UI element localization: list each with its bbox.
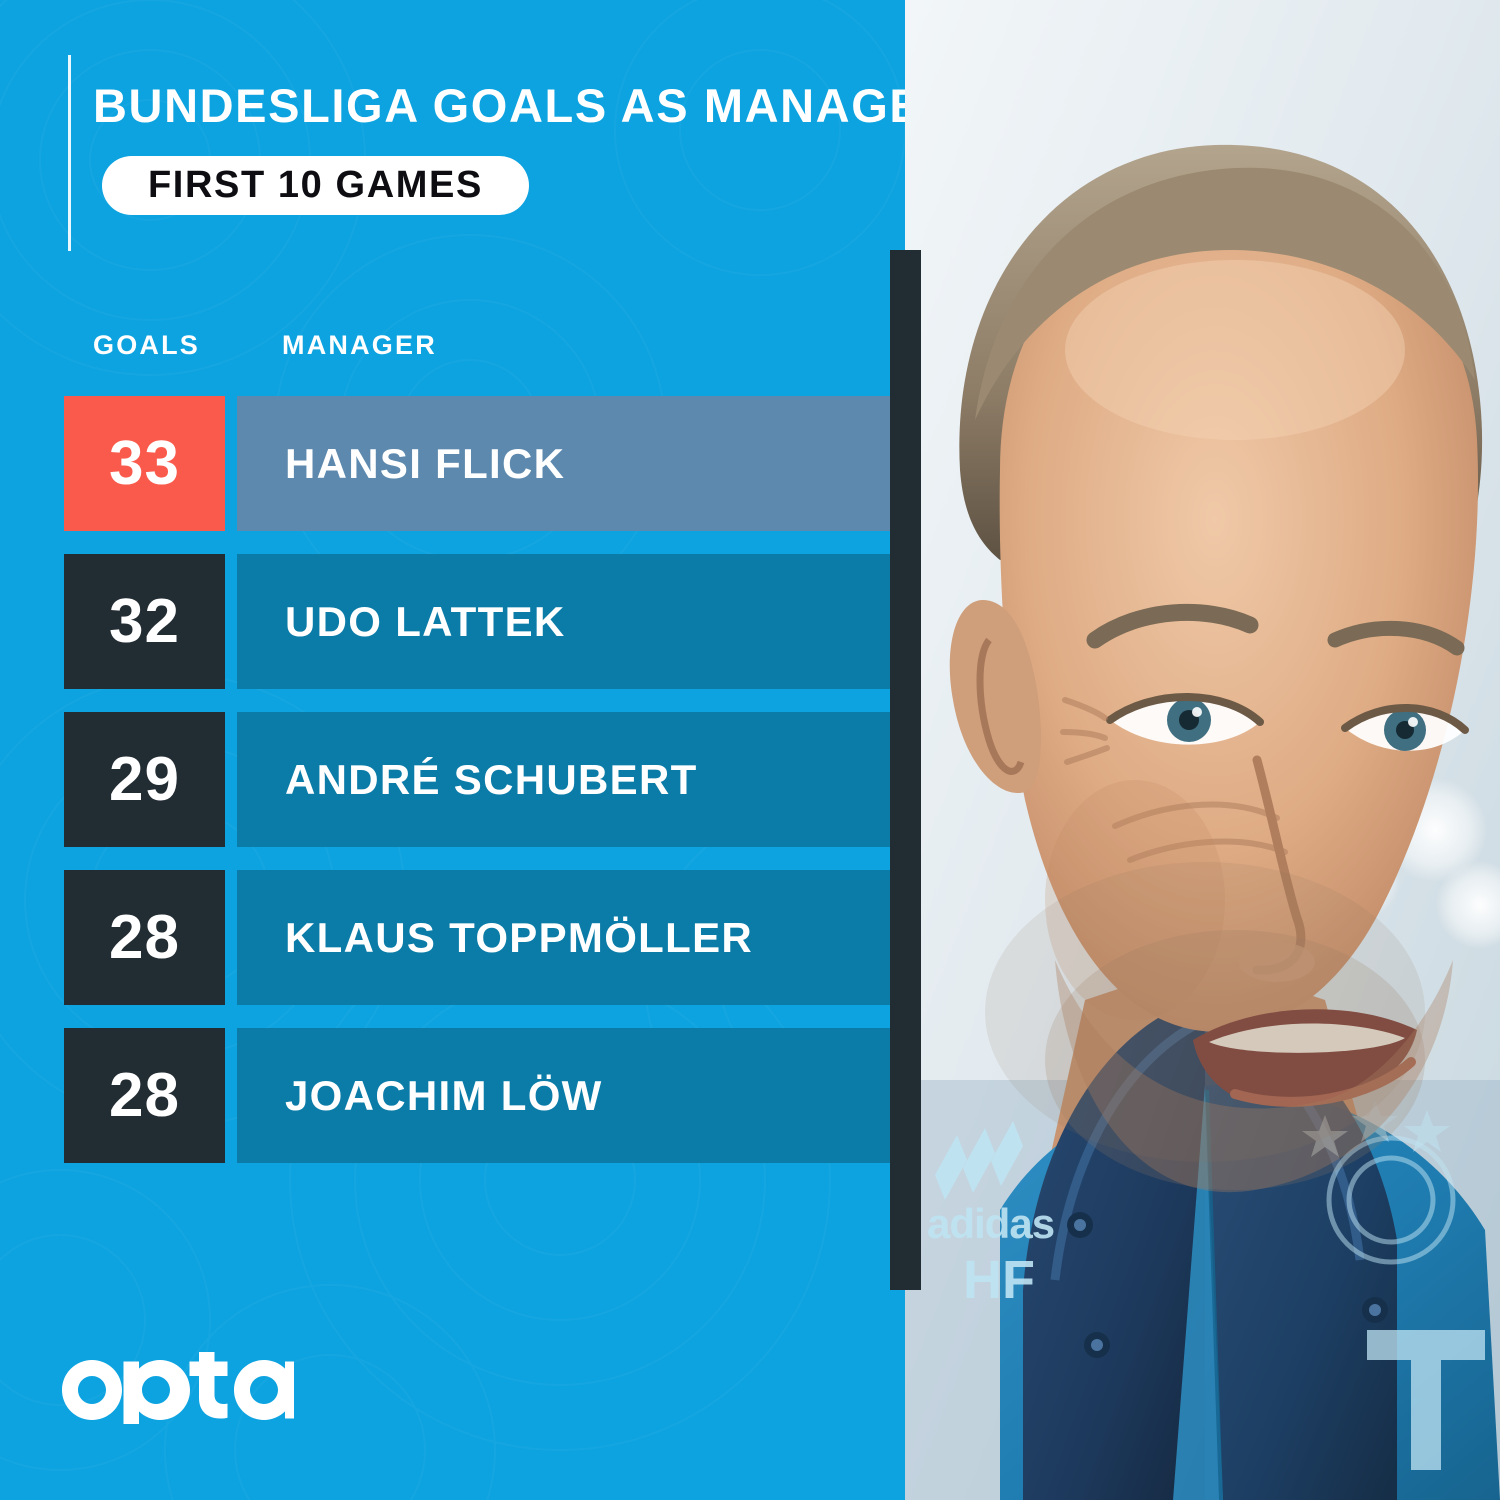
stats-panel: BUNDESLIGA GOALS AS MANAGER FIRST 10 GAM… <box>0 55 905 1424</box>
table-row: 29 ANDRÉ SCHUBERT <box>0 712 905 860</box>
rankings-table: 33 HANSI FLICK 32 UDO LATTEK 29 ANDRÉ SCHUBER… <box>0 396 905 1186</box>
manager-cell: UDO LATTEK <box>237 554 890 689</box>
goals-cell: 29 <box>64 712 225 847</box>
goals-cell: 32 <box>64 554 225 689</box>
manager-name: UDO LATTEK <box>285 597 566 645</box>
column-header-manager: MANAGER <box>282 330 437 360</box>
manager-name: HANSI FLICK <box>285 439 566 487</box>
manager-cell: HANSI FLICK <box>237 396 890 531</box>
title-accent-rule <box>68 55 71 251</box>
goals-value: 32 <box>109 586 180 656</box>
goals-cell: 28 <box>64 1028 225 1163</box>
goals-value: 28 <box>109 902 180 972</box>
panel-photo-divider <box>890 250 921 1290</box>
goals-value: 33 <box>109 428 180 498</box>
svg-text:HF: HF <box>963 1250 1035 1310</box>
table-row: 32 UDO LATTEK <box>0 554 905 702</box>
column-header-goals: GOALS <box>93 330 201 360</box>
page-title: BUNDESLIGA GOALS AS MANAGER <box>93 79 905 132</box>
table-row: 28 KLAUS TOPPMÖLLER <box>0 870 905 1018</box>
goals-cell: 33 <box>64 396 225 531</box>
goals-value: 29 <box>109 744 180 814</box>
manager-name: KLAUS TOPPMÖLLER <box>285 913 754 961</box>
goals-value: 28 <box>109 1060 180 1130</box>
manager-name: ANDRÉ SCHUBERT <box>285 755 698 803</box>
subtitle-badge: FIRST 10 GAMES <box>102 156 529 215</box>
svg-text:adidas: adidas <box>927 1200 1054 1247</box>
goals-cell: 28 <box>64 870 225 1005</box>
opta-logo <box>62 1352 294 1424</box>
subject-photo: adidas HF <box>905 0 1500 1500</box>
subtitle-badge-label: FIRST 10 GAMES <box>148 164 483 206</box>
manager-cell: JOACHIM LÖW <box>237 1028 890 1163</box>
table-row: 28 JOACHIM LÖW <box>0 1028 905 1176</box>
manager-cell: ANDRÉ SCHUBERT <box>237 712 890 847</box>
manager-name: JOACHIM LÖW <box>285 1071 603 1119</box>
manager-cell: KLAUS TOPPMÖLLER <box>237 870 890 1005</box>
table-row: 33 HANSI FLICK <box>0 396 905 544</box>
